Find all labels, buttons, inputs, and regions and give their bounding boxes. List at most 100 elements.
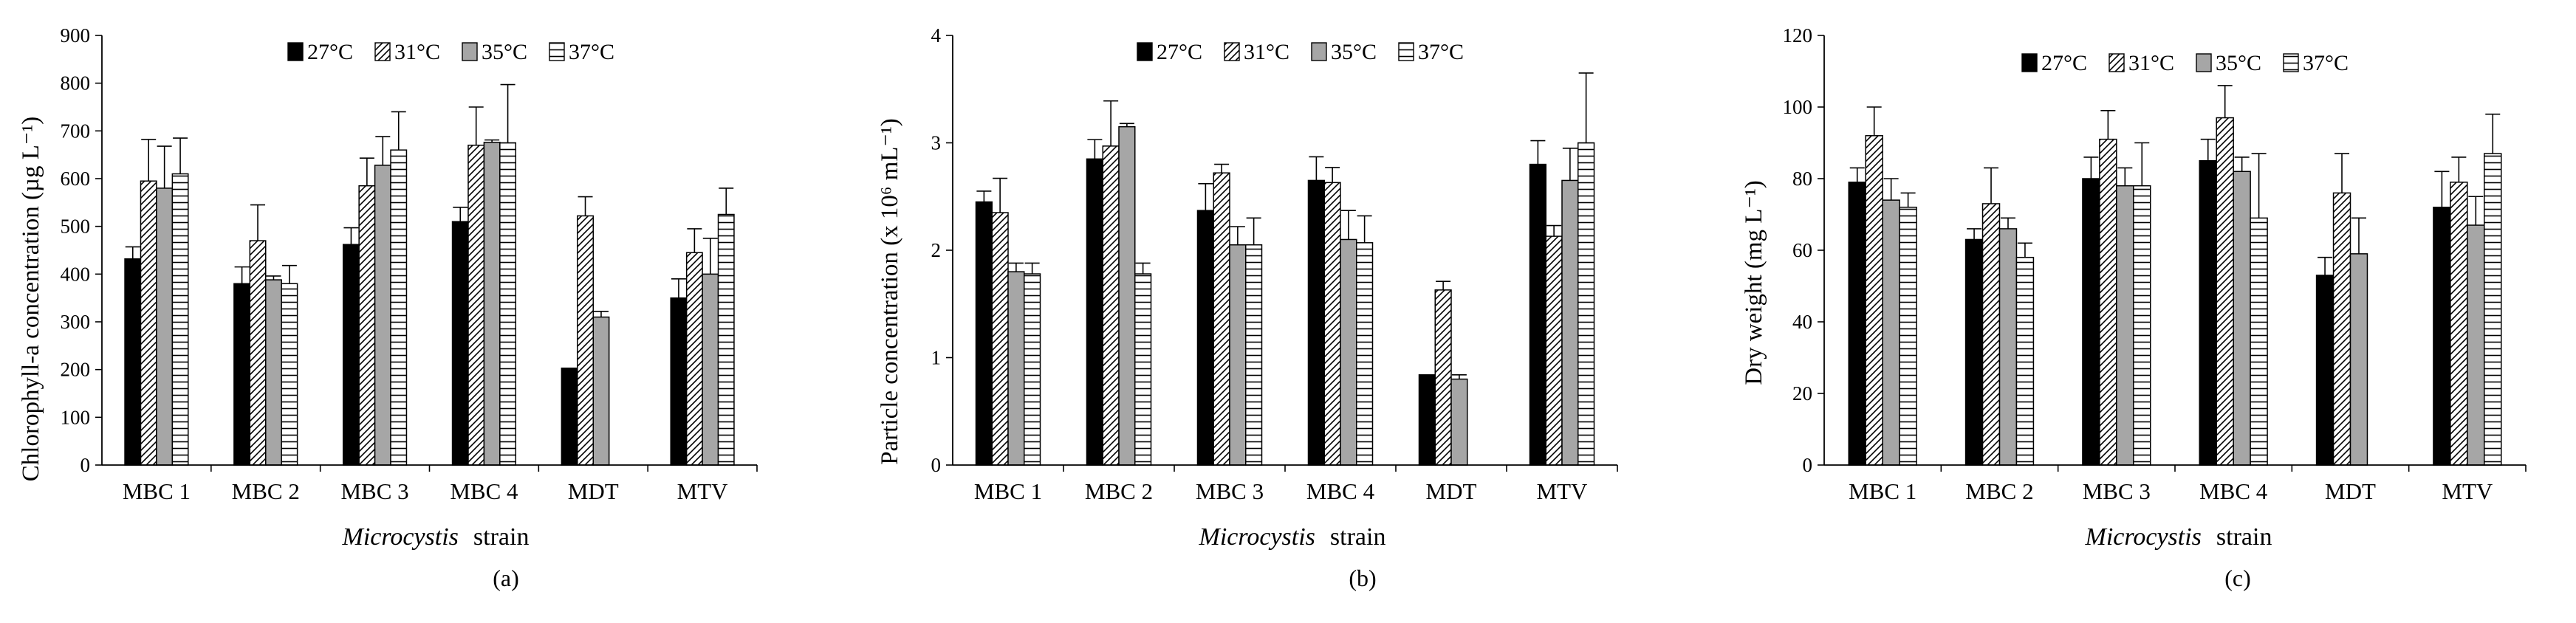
- chart-c-xlabel: Microcystis strain: [2085, 523, 2272, 551]
- chart-b-axes: [952, 35, 1617, 466]
- chart-b-error-bar-mtv-31c: [1546, 224, 1562, 237]
- chart-a-error-bar-mtv-35c: [702, 238, 718, 275]
- chart-c-ytick-label: 40: [1792, 311, 1812, 333]
- chart-a-bar-mdt-27c: [561, 367, 578, 466]
- chart-a-legend-swatch: [462, 42, 478, 61]
- chart-a-bar-mtv-27c: [670, 297, 688, 466]
- chart-a-error-bar-mdt-31c: [578, 196, 593, 216]
- chart-a-axes: [101, 35, 757, 466]
- chart-panel-b: 0 1 2 3 4 MBC 1 MBC 2 MBC 3 MBC 4 MDT MTV Particle…: [877, 24, 1618, 591]
- chart-c-xlabel-genus: Microcystis: [2085, 523, 2202, 551]
- chart-b-bar-mdt-31c: [1434, 289, 1452, 466]
- chart-c-ytick-label: 120: [1783, 24, 1813, 47]
- chart-a-legend-swatch: [549, 42, 565, 61]
- chart-c-bar-mdt-27c: [2315, 275, 2334, 466]
- chart-c-bar-mbc-2-27c: [1964, 238, 1984, 466]
- chart-a-ytick-label: 600: [61, 168, 91, 190]
- chart-c-error-bar-mbc-4-31c: [2217, 85, 2233, 118]
- chart-b-legend-item-27c: 27°C: [1137, 40, 1202, 64]
- chart-b-error-bar-mdt-31c: [1436, 280, 1451, 290]
- chart-c-legend-swatch: [2196, 53, 2212, 72]
- chart-b-error-bar-mbc-2-31c: [1103, 100, 1119, 146]
- chart-a-error-bars: [125, 83, 734, 317]
- chart-b-legend-label: 27°C: [1157, 40, 1202, 64]
- chart-b-bar-mbc-2-37c: [1134, 273, 1152, 466]
- chart-a-error-bar-mbc-4-37c: [500, 83, 515, 143]
- chart-b-xlabel-genus: Microcystis: [1199, 523, 1315, 551]
- chart-b-category-label: MBC 1: [974, 478, 1042, 504]
- chart-b-legend-swatch: [1398, 42, 1414, 61]
- chart-c-error-bar-mbc-1-37c: [1900, 192, 1916, 207]
- chart-c-legend-swatch: [2021, 53, 2038, 72]
- chart-b-bar-mdt-35c: [1450, 378, 1468, 466]
- chart-a-category-label: MBC 3: [340, 478, 408, 504]
- chart-b-bar-mbc-1-35c: [1007, 271, 1025, 466]
- chart-c-error-bar-mbc-1-31c: [1866, 106, 1882, 136]
- chart-c-bar-mtv-35c: [2467, 224, 2485, 466]
- chart-a-category-label: MTV: [677, 478, 729, 504]
- chart-c-legend-item-27c: 27°C: [2021, 51, 2087, 75]
- chart-c-category-label: MBC 4: [2199, 478, 2268, 504]
- chart-c-error-bar-mbc-3-27c: [2083, 156, 2099, 179]
- chart-c-axes: [1823, 35, 2526, 466]
- chart-b-category-label: MBC 2: [1085, 478, 1153, 504]
- chart-a-bar-mbc-4-35c: [483, 142, 501, 466]
- chart-c-error-bar-mbc-4-35c: [2234, 156, 2250, 172]
- chart-a-bar-mbc-4-37c: [499, 142, 517, 466]
- chart-c-legend-label: 31°C: [2128, 51, 2174, 75]
- chart-c-error-bar-mbc-4-37c: [2251, 153, 2267, 218]
- chart-b-error-bar-mbc-3-31c: [1214, 163, 1230, 173]
- chart-c-error-bar-mdt-35c: [2351, 217, 2366, 254]
- chart-a-ytick-label: 100: [61, 406, 91, 428]
- chart-c-error-bar-mbc-3-35c: [2117, 167, 2133, 186]
- chart-c-error-bar-mtv-31c: [2451, 156, 2467, 182]
- chart-c-legend-label: 27°C: [2041, 51, 2087, 75]
- chart-a-ytick-label: 300: [61, 311, 91, 333]
- chart-c-error-bar-mtv-37c: [2485, 113, 2501, 154]
- chart-c-bar-mbc-1-37c: [1899, 207, 1917, 466]
- chart-b-category-label: MBC 4: [1306, 478, 1375, 504]
- chart-a-legend-label: 37°C: [569, 40, 614, 64]
- chart-b-ticks: 0 1 2 3 4 MBC 1 MBC 2 MBC 3 MBC 4 MDT MTV: [931, 24, 1618, 504]
- chart-c-legend-item-37c: 37°C: [2283, 51, 2349, 75]
- chart-a-panel-label: (a): [493, 565, 519, 591]
- chart-a-bar-mdt-31c: [577, 215, 594, 466]
- chart-a-error-bar-mbc-4-35c: [484, 139, 500, 142]
- chart-b-bar-mbc-2-27c: [1086, 158, 1103, 466]
- chart-b-error-bars: [976, 72, 1594, 379]
- chart-b-legend-swatch: [1224, 42, 1240, 61]
- chart-a-category-label: MBC 2: [232, 478, 300, 504]
- chart-c-ylabel: Dry weight (mg L⁻¹): [1741, 180, 1767, 385]
- chart-a-ytick-label: 500: [61, 216, 91, 238]
- chart-c-bars: [1848, 117, 2502, 466]
- chart-a-xlabel-rest: strain: [473, 523, 530, 551]
- chart-a-bar-mbc-3-35c: [374, 165, 391, 466]
- chart-b-error-bar-mbc-4-31c: [1325, 167, 1340, 183]
- chart-a-legend-swatch: [287, 42, 304, 61]
- chart-b-ytick-label: 3: [931, 132, 942, 154]
- chart-c-bar-mbc-3-35c: [2116, 185, 2134, 466]
- chart-a-error-bar-mbc-3-31c: [359, 157, 374, 186]
- chart-b-legend-label: 37°C: [1418, 40, 1464, 64]
- chart-a-bar-mbc-1-31c: [140, 180, 157, 466]
- chart-c-ytick-label: 60: [1792, 239, 1812, 261]
- chart-b-legend-label: 35°C: [1331, 40, 1377, 64]
- chart-b-error-bar-mbc-1-31c: [993, 177, 1008, 213]
- chart-b-error-bar-mtv-27c: [1530, 140, 1546, 165]
- chart-a-bar-mbc-3-31c: [358, 185, 376, 466]
- chart-b-bar-mbc-3-31c: [1213, 172, 1230, 466]
- chart-c-bar-mbc-1-27c: [1848, 182, 1866, 466]
- chart-a-bar-mbc-1-35c: [156, 187, 174, 466]
- chart-b-ylabel: Particle concentration (x 10⁶ mL⁻¹): [877, 118, 903, 465]
- chart-c-legend-swatch: [2109, 53, 2125, 72]
- chart-b-error-bar-mbc-3-27c: [1198, 182, 1213, 211]
- chart-a-bar-mtv-31c: [685, 252, 703, 466]
- chart-c-error-bar-mbc-1-35c: [1883, 178, 1899, 201]
- chart-a-bars: [124, 142, 735, 466]
- chart-a-ticks: 0 100 200 300 400 500 600 700 800 900 MBC 1 MBC 2 MB…: [61, 24, 758, 504]
- chart-b-legend-swatch: [1137, 42, 1153, 61]
- chart-c-category-label: MBC 3: [2083, 478, 2151, 504]
- chart-b-category-label: MBC 3: [1196, 478, 1264, 504]
- chart-b-bar-mbc-4-31c: [1323, 182, 1341, 466]
- chart-a-legend-label: 35°C: [482, 40, 527, 64]
